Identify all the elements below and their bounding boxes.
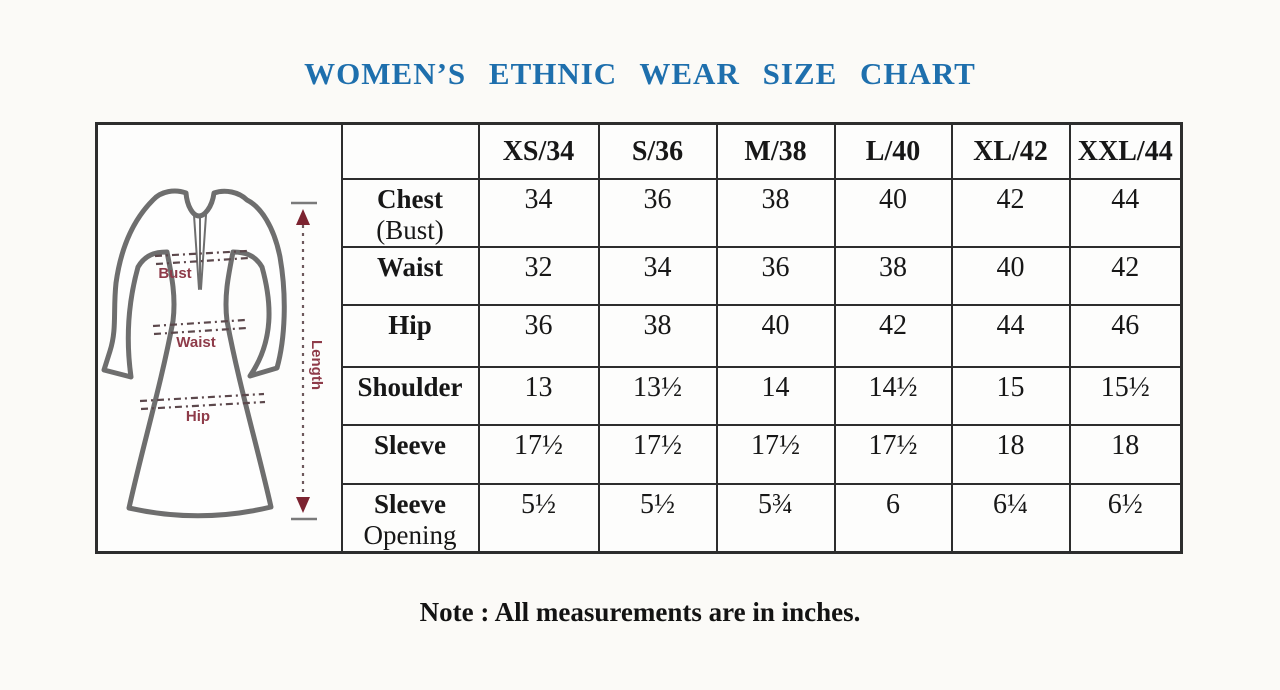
length-label: Length	[308, 340, 325, 390]
row-label-text: Sleeve	[374, 430, 446, 460]
measurement-cell: 40	[950, 246, 1071, 306]
measurement-cell: 36	[597, 178, 718, 248]
row-label-chest: Chest (Bust)	[340, 178, 480, 248]
measurement-cell: 5½	[477, 483, 600, 554]
measurement-cell: 15½	[1068, 366, 1183, 426]
measurement-cell: 38	[833, 246, 953, 306]
measurement-cell: 15	[950, 366, 1071, 426]
measurement-cell: 17½	[597, 424, 718, 485]
measurement-cell: 46	[1068, 304, 1183, 368]
table-row-waist: Waist 32 34 36 38 40 42	[97, 246, 1183, 306]
measurement-cell: 18	[950, 424, 1071, 485]
column-header-l40: L/40	[833, 122, 953, 180]
row-label-text: Waist	[376, 252, 443, 282]
garment-diagram-cell: Bust Waist Hip Length	[95, 122, 343, 554]
measurement-cell: 17½	[715, 424, 836, 485]
row-label-sleeve-opening: Sleeve Opening	[340, 483, 480, 554]
waist-label: Waist	[176, 334, 215, 351]
measurement-cell: 42	[1068, 246, 1183, 306]
row-label-waist: Waist	[340, 246, 480, 306]
measurement-cell: 34	[597, 246, 718, 306]
row-sublabel-text: Opening	[363, 520, 457, 550]
measurement-cell: 44	[1068, 178, 1183, 248]
length-arrow	[291, 201, 317, 521]
row-label-text: Chest	[377, 184, 443, 214]
kurti-outline	[101, 188, 287, 519]
table-row-sleeve: Sleeve 17½ 17½ 17½ 17½ 18 18	[97, 424, 1183, 485]
measurement-cell: 38	[715, 178, 836, 248]
measurement-cell: 17½	[477, 424, 600, 485]
measurement-cell: 40	[833, 178, 953, 248]
row-label-shoulder: Shoulder	[340, 366, 480, 426]
measurement-cell: 5½	[597, 483, 718, 554]
table-row-chest: Chest (Bust) 34 36 38 40 42 44	[97, 178, 1183, 248]
measurement-cell: 5¾	[715, 483, 836, 554]
measurement-cell: 34	[477, 178, 600, 248]
column-header-xxl44: XXL/44	[1068, 122, 1183, 180]
measurement-cell: 36	[477, 304, 600, 368]
measurement-cell: 14½	[833, 366, 953, 426]
measurement-cell: 6¼	[950, 483, 1071, 554]
row-label-text: Hip	[388, 310, 432, 340]
column-header-xs34: XS/34	[477, 122, 600, 180]
waist-line	[152, 318, 248, 336]
measurement-cell: 17½	[833, 424, 953, 485]
measurement-cell: 18	[1068, 424, 1183, 485]
measurement-cell: 44	[950, 304, 1071, 368]
measurement-cell: 32	[477, 246, 600, 306]
column-header-xl42: XL/42	[950, 122, 1071, 180]
measurement-cell: 14	[715, 366, 836, 426]
table-row-sleeve-opening: Sleeve Opening 5½ 5½ 5¾ 6 6¼ 6½	[97, 483, 1183, 554]
bust-label: Bust	[158, 265, 191, 282]
measurement-cell: 6	[833, 483, 953, 554]
blank-header-cell	[340, 122, 480, 180]
row-label-text: Sleeve	[374, 489, 446, 519]
column-header-s36: S/36	[597, 122, 718, 180]
measurement-cell: 42	[950, 178, 1071, 248]
column-header-m38: M/38	[715, 122, 836, 180]
header-row: Bust Waist Hip Length	[95, 122, 1183, 554]
measurement-cell: 38	[597, 304, 718, 368]
row-sublabel-text: (Bust)	[376, 215, 444, 245]
hip-label: Hip	[186, 408, 210, 425]
row-label-sleeve: Sleeve	[340, 424, 480, 485]
row-label-text: Shoulder	[357, 372, 463, 402]
hip-line	[139, 392, 266, 411]
measurement-cell: 13½	[597, 366, 718, 426]
measurement-cell: 6½	[1068, 483, 1183, 554]
bust-line	[154, 249, 250, 266]
page-title: WOMEN’S ETHNIC WEAR SIZE CHART	[304, 56, 976, 91]
table-row-shoulder: Shoulder 13 13½ 14 14½ 15 15½	[97, 366, 1183, 426]
note-text: Note : All measurements are in inches.	[419, 597, 861, 627]
size-chart-table: Bust Waist Hip Length	[95, 122, 1183, 554]
row-label-hip: Hip	[340, 304, 480, 368]
measurement-cell: 42	[833, 304, 953, 368]
measurement-cell: 40	[715, 304, 836, 368]
measurement-cell: 36	[715, 246, 836, 306]
table-row-hip: Hip 36 38 40 42 44 46	[97, 304, 1183, 368]
measurement-cell: 13	[477, 366, 600, 426]
garment-diagram: Bust Waist Hip Length	[101, 188, 325, 521]
